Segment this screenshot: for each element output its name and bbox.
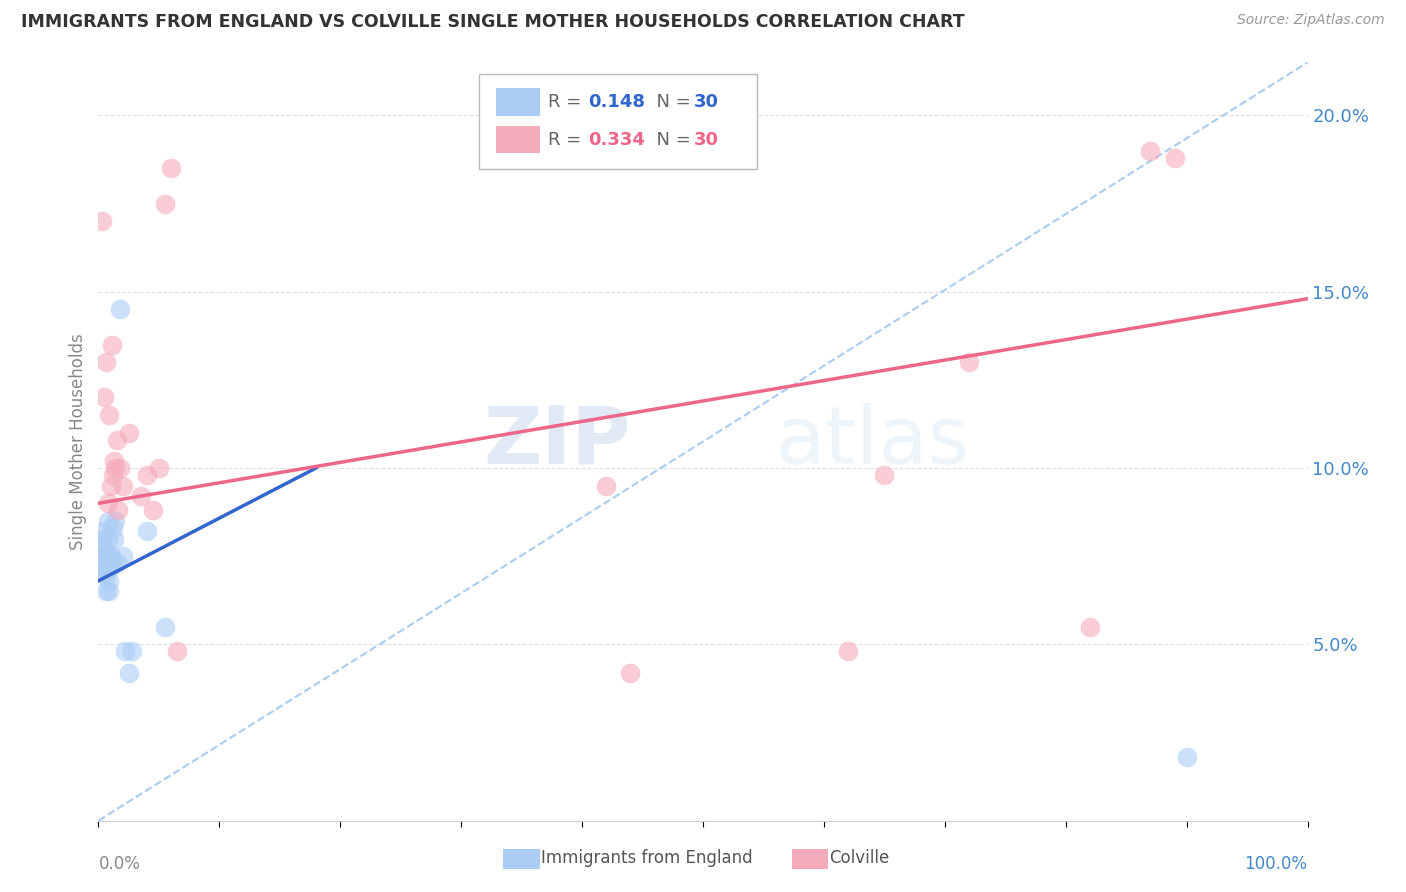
Point (93, 391, 115, 405)
Point (97, 514, 120, 528)
Point (96, 556, 118, 570)
Point (101, 521, 124, 535)
Point (103, 454, 125, 468)
FancyBboxPatch shape (496, 126, 540, 153)
Point (873, 468, 896, 483)
Point (1139, 144, 1161, 158)
Point (100, 337, 122, 351)
Point (91, 549, 114, 563)
Point (100, 478, 122, 492)
Text: atlas: atlas (776, 402, 970, 481)
Point (96, 546, 118, 560)
Point (118, 665, 141, 680)
Point (108, 461, 131, 475)
Text: N =: N = (645, 131, 696, 149)
Text: 30: 30 (693, 93, 718, 111)
Point (91, 559, 114, 574)
Point (97, 532, 120, 546)
FancyBboxPatch shape (496, 88, 540, 116)
Point (97, 496, 120, 510)
Point (100, 559, 122, 574)
Text: 0.148: 0.148 (588, 93, 645, 111)
Y-axis label: Single Mother Households: Single Mother Households (69, 334, 87, 549)
Text: Colville: Colville (830, 849, 890, 867)
Point (619, 665, 641, 680)
Text: 30: 30 (693, 131, 718, 149)
Point (135, 524, 157, 539)
Point (93, 524, 115, 539)
Point (93, 549, 115, 563)
Point (153, 196, 176, 211)
Point (105, 433, 128, 447)
Point (111, 478, 134, 492)
Point (118, 425, 141, 440)
Text: N =: N = (645, 93, 696, 111)
FancyBboxPatch shape (479, 74, 758, 169)
Point (135, 468, 157, 483)
Point (93, 566, 115, 581)
Point (148, 461, 170, 475)
Point (114, 644, 136, 658)
Point (98, 584, 121, 599)
Text: Source: ZipAtlas.com: Source: ZipAtlas.com (1237, 13, 1385, 28)
Point (957, 355, 980, 369)
Point (595, 478, 617, 492)
Text: R =: R = (548, 131, 588, 149)
Text: 0.0%: 0.0% (98, 855, 141, 872)
Point (837, 644, 859, 658)
Point (108, 302, 131, 317)
Point (94, 355, 117, 369)
Point (91, 539, 114, 553)
Point (101, 468, 124, 483)
Point (121, 644, 143, 658)
Point (153, 620, 176, 634)
Point (100, 549, 122, 563)
Point (100, 552, 122, 566)
Point (104, 461, 127, 475)
Point (166, 644, 188, 658)
Point (98, 408, 121, 422)
Point (1078, 620, 1101, 634)
Point (111, 549, 134, 563)
Point (94, 566, 117, 581)
Point (91, 532, 114, 546)
Point (91, 214, 114, 228)
Text: R =: R = (548, 93, 588, 111)
Point (107, 503, 129, 517)
Text: ZIP: ZIP (484, 402, 630, 481)
Text: 100.0%: 100.0% (1244, 855, 1308, 872)
Point (105, 556, 128, 570)
Point (1163, 151, 1185, 165)
Point (103, 532, 125, 546)
Point (104, 514, 127, 528)
Point (1175, 750, 1198, 764)
Text: IMMIGRANTS FROM ENGLAND VS COLVILLE SINGLE MOTHER HOUSEHOLDS CORRELATION CHART: IMMIGRANTS FROM ENGLAND VS COLVILLE SING… (21, 13, 965, 31)
Text: Immigrants from England: Immigrants from England (541, 849, 754, 867)
Text: 0.334: 0.334 (588, 131, 645, 149)
Point (142, 503, 165, 517)
Point (98, 574, 121, 588)
Point (94, 584, 117, 599)
Point (160, 161, 183, 176)
Point (129, 489, 152, 503)
